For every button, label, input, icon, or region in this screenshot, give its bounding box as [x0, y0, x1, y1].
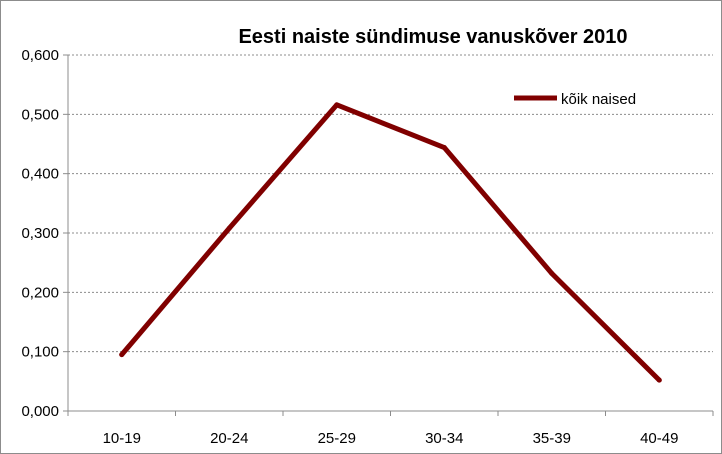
gridlines — [68, 54, 713, 353]
y-tick-labels: 0,000 0,100 0,200 0,300 0,400 0,500 0,600 — [21, 47, 59, 420]
x-tick-labels: 10-19 20-24 25-29 30-34 35-39 40-49 — [103, 430, 679, 447]
x-tick-label: 30-34 — [425, 430, 463, 447]
legend: kõik naised — [514, 91, 636, 108]
chart-title: Eesti naiste sündimuse vanuskõver 2010 — [238, 26, 627, 48]
y-tick-label: 0,100 — [21, 344, 59, 361]
x-tick-label: 40-49 — [640, 430, 678, 447]
data-point — [334, 102, 340, 108]
y-tick-label: 0,500 — [21, 106, 59, 123]
legend-label: kõik naised — [561, 91, 636, 108]
x-tick-label: 35-39 — [533, 430, 571, 447]
series-line — [119, 102, 662, 383]
y-tick-label: 0,600 — [21, 47, 59, 64]
y-tick-label: 0,300 — [21, 225, 59, 242]
x-tick-label: 20-24 — [210, 430, 248, 447]
x-tick-label: 10-19 — [103, 430, 141, 447]
data-point — [119, 352, 125, 358]
y-tick-label: 0,400 — [21, 166, 59, 183]
y-tick-label: 0,000 — [21, 403, 59, 420]
data-point — [226, 225, 232, 231]
data-point — [441, 145, 447, 151]
x-tick-label: 25-29 — [318, 430, 356, 447]
data-point — [656, 377, 662, 383]
data-point — [549, 270, 555, 276]
series-group — [119, 102, 662, 383]
axes — [63, 54, 714, 416]
y-tick-label: 0,200 — [21, 284, 59, 301]
